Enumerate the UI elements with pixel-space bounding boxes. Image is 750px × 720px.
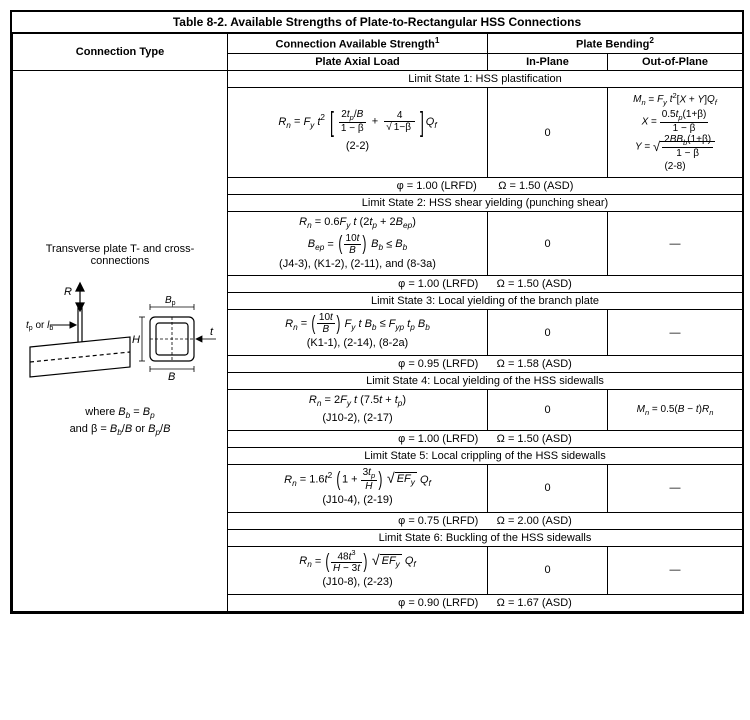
svg-text:H: H [132,334,140,346]
ls3-factors: φ = 0.95 (LRFD) Ω = 1.58 (ASD) [228,356,743,373]
ls4-inplane: 0 [488,390,608,431]
ls6-title: Limit State 6: Buckling of the HSS sidew… [228,529,743,546]
hdr-conn-type: Connection Type [13,34,228,71]
ls6-factors: φ = 0.90 (LRFD) Ω = 1.67 (ASD) [228,594,743,611]
svg-text:R: R [64,286,72,298]
ls2-axial: Rn = 0.6Fy t (2tp + 2Bep) Bep = (10tB) B… [228,212,488,276]
ls5-inplane: 0 [488,465,608,513]
ls1-inplane: 0 [488,87,608,178]
where-note: where Bb = Bp and β = Bb/B or Bp/B [17,405,223,438]
svg-text:tp or lb: tp or lb [26,320,53,332]
hdr-out-plane: Out-of-Plane [608,53,743,70]
table-title: Table 8-2. Available Strengths of Plate-… [12,12,742,33]
left-caption: Transverse plate T- and cross-connection… [17,243,223,267]
ls2-inplane: 0 [488,212,608,276]
ls1-title: Limit State 1: HSS plastification [228,70,743,87]
ls3-axial: Rn = (10tB) Fy t Bb ≤ Fyp tp Bb (K1-1), … [228,310,488,356]
ls5-title: Limit State 5: Local crippling of the HS… [228,448,743,465]
svg-text:B: B [168,371,175,383]
header-row-1: Connection Type Connection Available Str… [13,34,743,54]
ls4-outplane: Mn = 0.5(B − t)Rn [608,390,743,431]
hdr-in-plane: In-Plane [488,53,608,70]
connection-diagram: R tp or lb [20,277,220,397]
ls5-outplane: — [608,465,743,513]
ls4-axial: Rn = 2Fy t (7.5t + tp) (J10-2), (2-17) [228,390,488,431]
ls5-axial: Rn = 1.6t2 (1 + 3tpH) EFy Qf (J10-4), (2… [228,465,488,513]
ls3-title: Limit State 3: Local yielding of the bra… [228,293,743,310]
ls3-outplane: — [608,310,743,356]
ls2-title: Limit State 2: HSS shear yielding (punch… [228,195,743,212]
strength-table: Connection Type Connection Available Str… [12,33,743,612]
ls6-inplane: 0 [488,546,608,594]
ls4-title: Limit State 4: Local yielding of the HSS… [228,373,743,390]
svg-text:Bp: Bp [165,295,176,307]
connection-type-cell: Transverse plate T- and cross-connection… [13,70,228,611]
hdr-plate-bending: Plate Bending2 [488,34,743,54]
ls6-axial: Rn = (48t3H − 3t) EFy Qf (J10-8), (2-23) [228,546,488,594]
svg-text:t: t [210,326,214,338]
ls1-outplane: Mn = Fy t2[X + Y]Qf X = 0.5tp(1+β)1 − β … [608,87,743,178]
hdr-conn-strength: Connection Available Strength1 [228,34,488,54]
ls1-title-row: Transverse plate T- and cross-connection… [13,70,743,87]
ls2-outplane: — [608,212,743,276]
ls4-factors: φ = 1.00 (LRFD) Ω = 1.50 (ASD) [228,431,743,448]
ls6-outplane: — [608,546,743,594]
ls5-factors: φ = 0.75 (LRFD) Ω = 2.00 (ASD) [228,512,743,529]
ls3-inplane: 0 [488,310,608,356]
table-container: Table 8-2. Available Strengths of Plate-… [10,10,744,614]
hdr-axial: Plate Axial Load [228,53,488,70]
ls1-axial: Rn = Fy t2 [ 2tp/B1 − β + 4√1−β ]Qf (2-2… [228,87,488,178]
ls2-factors: φ = 1.00 (LRFD) Ω = 1.50 (ASD) [228,276,743,293]
